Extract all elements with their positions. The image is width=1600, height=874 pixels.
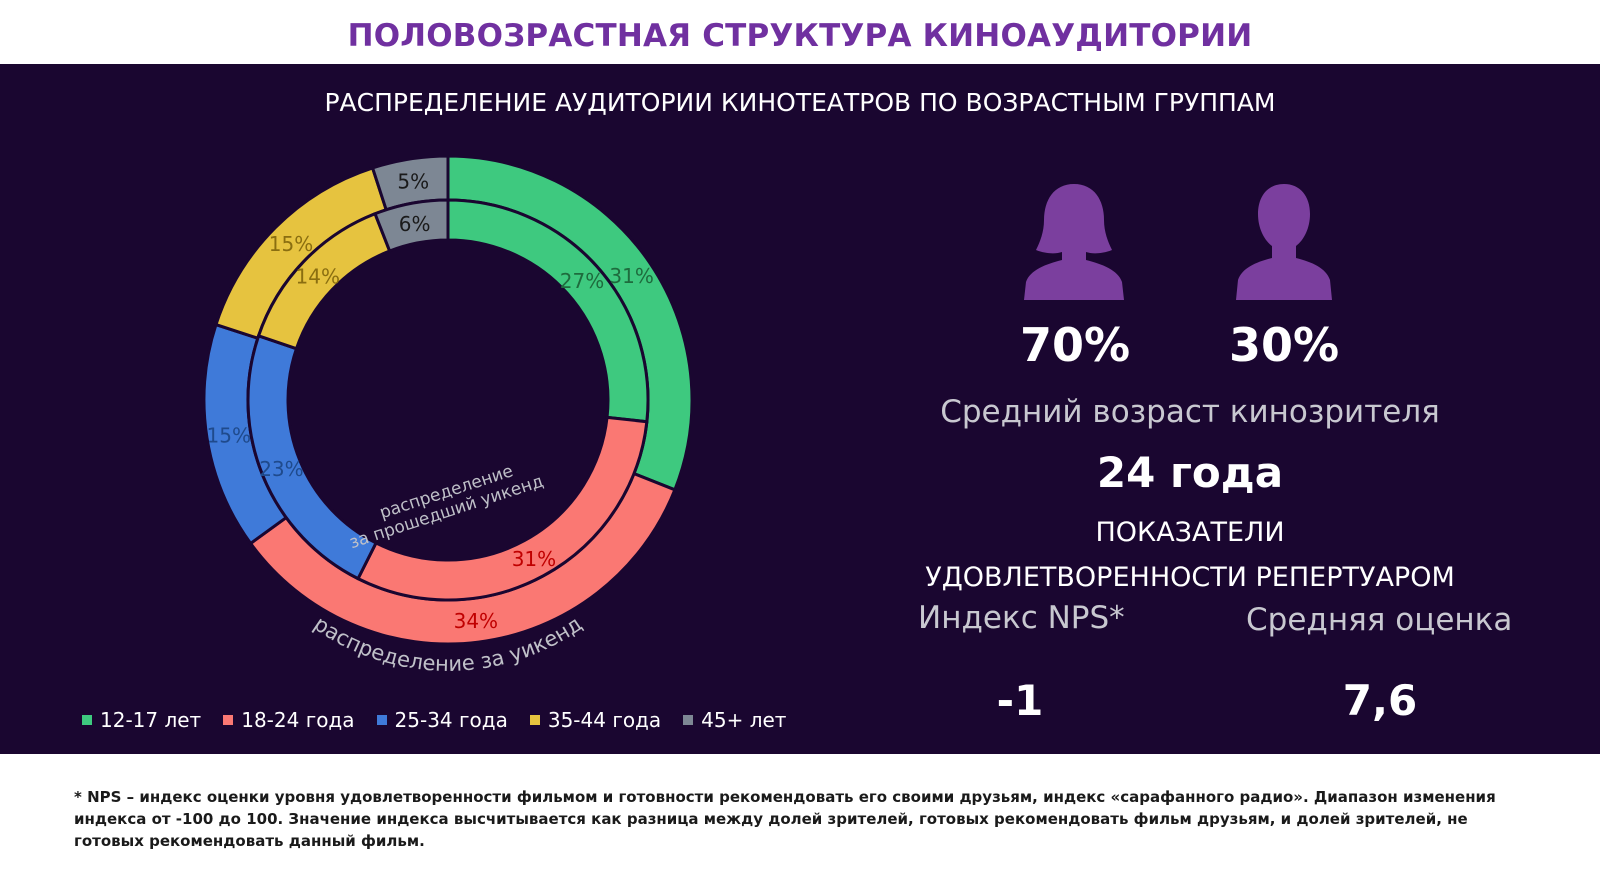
legend-label: 18-24 года — [241, 708, 355, 732]
legend-item: 35-44 года — [529, 708, 662, 732]
nps-value: -1 — [996, 676, 1044, 725]
inner-slice-4 — [373, 198, 450, 253]
legend-swatch — [82, 715, 92, 725]
average-score-label: Средняя оценка — [1246, 602, 1513, 638]
average-age-label: Средний возраст кинозрителя — [940, 394, 1440, 430]
nps-footnote: * NPS – индекс оценки уровня удовлетворе… — [74, 788, 1496, 850]
chart-subtitle: РАСПРЕДЕЛЕНИЕ АУДИТОРИИ КИНОТЕАТРОВ ПО В… — [324, 88, 1276, 117]
legend-label: 45+ лет — [701, 708, 787, 732]
legend-label: 12-17 лет — [100, 708, 202, 732]
legend-label: 35-44 года — [547, 708, 662, 732]
legend-swatch — [223, 715, 234, 725]
legend-swatch — [529, 715, 540, 725]
inner-slice-label-1: 31% — [512, 547, 556, 571]
inner-slice-label-2: 23% — [259, 457, 303, 481]
nps-label: Индекс NPS* — [918, 600, 1125, 636]
outer-slice-label-0: 31% — [609, 264, 653, 288]
satisfaction-title: ПОКАЗАТЕЛИ УДОВЛЕТВОРЕННОСТИ РЕПЕРТУАРОМ — [890, 510, 1490, 600]
female-person-icon — [1024, 184, 1124, 300]
inner-slice-label-0: 27% — [560, 269, 604, 293]
legend-item: 25-34 года — [376, 708, 508, 732]
inner-slice-label-4: 6% — [399, 212, 431, 236]
chart-legend: 12-17 лет 18-24 года 25-34 года 35-44 года 4… — [82, 708, 786, 732]
legend-item: 18-24 года — [223, 708, 355, 732]
female-percentage: 70% — [1019, 318, 1131, 372]
outer-slice-label-4: 5% — [397, 170, 429, 194]
legend-item: 45+ лет — [683, 708, 786, 732]
legend-label: 25-34 года — [394, 708, 508, 732]
satisfaction-title-line2: УДОВЛЕТВОРЕННОСТИ РЕПЕРТУАРОМ — [925, 562, 1455, 593]
average-age-value: 24 года — [1096, 448, 1284, 497]
legend-swatch — [683, 715, 694, 725]
inner-slice-label-3: 14% — [296, 265, 340, 289]
average-score-value: 7,6 — [1342, 676, 1418, 725]
male-percentage: 30% — [1228, 318, 1340, 372]
legend-item: 12-17 лет — [82, 708, 201, 732]
outer-slice-label-1: 34% — [454, 609, 498, 633]
satisfaction-title-line1: ПОКАЗАТЕЛИ — [1095, 517, 1285, 548]
page-title: ПОЛОВОЗРАСТНАЯ СТРУКТУРА КИНОАУДИТОРИИ — [347, 18, 1253, 54]
outer-slice-label-3: 15% — [269, 232, 313, 256]
legend-swatch — [376, 715, 387, 725]
outer-slice-label-2: 15% — [207, 424, 251, 448]
male-person-icon — [1236, 184, 1332, 300]
